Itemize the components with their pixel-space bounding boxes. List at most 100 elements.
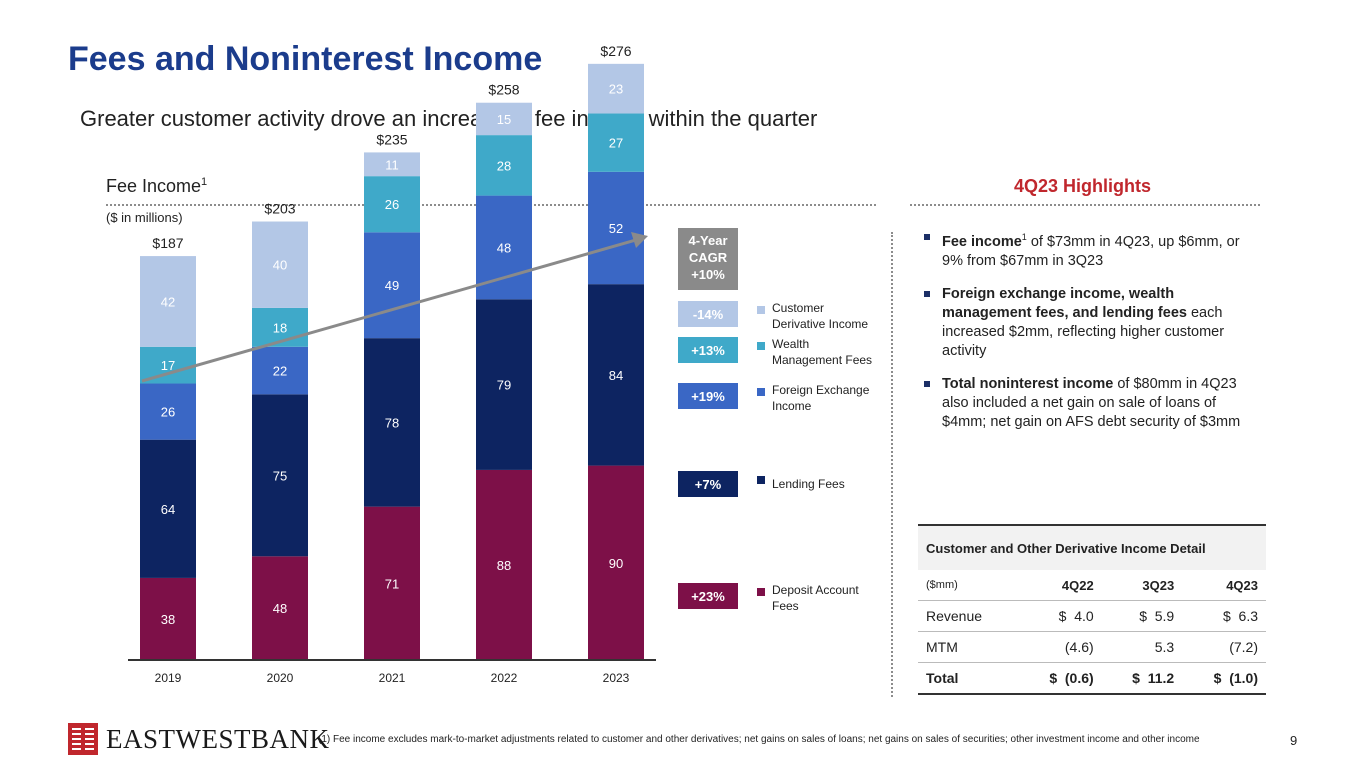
cagr-pill	[678, 383, 738, 409]
data-label: 28	[497, 158, 511, 173]
bar-lending-fees-2022	[476, 299, 532, 470]
data-label: 26	[161, 405, 175, 420]
bar-foreign-exchange-income-2020	[252, 346, 308, 395]
legend-swatch	[757, 588, 765, 596]
cagr-header-text: +10%	[691, 267, 725, 282]
bar-wealth-management-fees-2021	[364, 176, 420, 233]
data-label: 40	[273, 258, 287, 273]
bar-wealth-management-fees-2022	[476, 135, 532, 196]
legend-label: Deposit Account Fees	[772, 583, 859, 613]
data-label: 64	[161, 502, 175, 517]
data-label: 48	[273, 601, 287, 616]
cell-value: (4.6)	[1017, 631, 1102, 663]
cell-value: $ 6.3	[1182, 600, 1266, 632]
data-label: 84	[609, 368, 623, 383]
cagr-header-text: CAGR	[689, 250, 728, 265]
logo-wordmark: EASTWESTBANK	[106, 724, 330, 754]
table-row-total: Total $ (0.6) $ 11.2 $ (1.0)	[918, 662, 1266, 695]
table-title-row: Customer and Other Derivative Income Det…	[918, 524, 1266, 570]
data-label: 26	[385, 197, 399, 212]
row-label: MTM	[918, 631, 1018, 663]
trend-arrow-head-icon	[631, 232, 648, 248]
cagr-pill	[678, 583, 738, 609]
derivative-income-table: Customer and Other Derivative Income Det…	[918, 524, 1266, 695]
cagr-value: +13%	[691, 343, 725, 358]
footnote-marker: 1	[201, 176, 208, 188]
legend-swatch	[757, 306, 765, 314]
highlight-text: of $80mm in 4Q23 also included a net gai…	[942, 375, 1241, 430]
highlight-bold-text: Fee income	[942, 233, 1022, 250]
vertical-divider	[891, 232, 893, 697]
bar-deposit-account-fees-2022	[476, 469, 532, 660]
cell-value: $ 4.0	[1017, 600, 1102, 632]
data-label: 18	[273, 320, 287, 335]
table-header-row: ($mm) 4Q22 3Q23 4Q23	[918, 570, 1266, 601]
bar-customer-derivative-income-2022	[476, 102, 532, 136]
highlight-bold-text: Foreign exchange income, wealth manageme…	[942, 285, 1187, 321]
legend-label: Customer Derivative Income	[772, 301, 868, 331]
cell-value: $ 5.9	[1101, 600, 1183, 632]
bar-deposit-account-fees-2021	[364, 506, 420, 660]
table-row-revenue: Revenue $ 4.0 $ 5.9 $ 6.3	[918, 600, 1266, 632]
legend-label: Foreign Exchange Income	[772, 383, 870, 413]
data-label: 49	[385, 278, 399, 293]
data-label: 11	[385, 157, 399, 172]
highlight-bullet: Foreign exchange income, wealth manageme…	[922, 285, 1262, 361]
data-label: 88	[497, 558, 511, 573]
cagr-pill	[678, 301, 738, 327]
fee-income-heading-text: Fee Income	[106, 176, 202, 196]
fee-income-chart: 38 64 26 17 42 $187 2019 48 75 22 18 40 $203 2020 71 78…	[128, 43, 872, 685]
east-west-bank-logo-icon	[68, 723, 98, 755]
cagr-pill	[678, 471, 738, 497]
cell-value: $ (0.6)	[1017, 662, 1102, 695]
column-header-3q23: 3Q23	[1101, 570, 1183, 601]
cagr-header-text: 4-Year	[688, 233, 727, 248]
highlights-list: Fee income1 of $73mm in 4Q23, up $6mm, o…	[922, 228, 1262, 446]
highlight-text: of $73mm in 4Q23, up $6mm, or 9% from $6…	[942, 233, 1240, 269]
data-label: 78	[385, 415, 399, 430]
cagr-value: +23%	[691, 589, 725, 604]
page-subtitle: Greater customer activity drove an incre…	[80, 106, 818, 131]
data-label: 48	[497, 240, 511, 255]
data-label: 71	[385, 576, 399, 591]
highlights-title: 4Q23 Highlights	[1014, 176, 1152, 196]
highlight-bullet: Total noninterest income of $80mm in 4Q2…	[922, 375, 1262, 432]
column-header-4q23: 4Q23	[1182, 570, 1266, 601]
legend-label: Lending Fees	[772, 477, 845, 491]
data-label: 75	[273, 468, 287, 483]
highlights-divider	[910, 204, 1260, 206]
legend-swatch	[757, 388, 765, 396]
trend-arrow-line	[141, 238, 637, 383]
x-tick-label: 2021	[379, 671, 406, 685]
bar-lending-fees-2020	[252, 394, 308, 557]
table-unit: ($mm)	[918, 570, 1018, 601]
highlight-bullet: Fee income1 of $73mm in 4Q23, up $6mm, o…	[922, 228, 1262, 271]
highlight-text: each increased $2mm, reflecting higher c…	[942, 304, 1225, 359]
cagr-value: +7%	[695, 477, 722, 492]
total-label: $258	[488, 82, 519, 98]
legend-label: Wealth Management Fees	[772, 337, 872, 367]
fee-income-heading: Fee Income1	[106, 176, 207, 197]
table-row-mtm: MTM (4.6) 5.3 (7.2)	[918, 631, 1266, 663]
total-label: $276	[600, 43, 631, 59]
data-label: 38	[161, 612, 175, 627]
data-label: 17	[161, 358, 175, 373]
column-header-4q22: 4Q22	[1017, 570, 1102, 601]
bar-customer-derivative-income-2020	[252, 221, 308, 308]
bar-foreign-exchange-income-2021	[364, 232, 420, 339]
total-label: $235	[376, 131, 407, 147]
bar-wealth-management-fees-2023	[588, 113, 644, 172]
data-label: 15	[497, 112, 511, 127]
cell-value: $ (1.0)	[1182, 662, 1266, 695]
cagr-header-box	[678, 228, 738, 290]
bar-deposit-account-fees-2020	[252, 556, 308, 660]
cell-value: $ 11.2	[1101, 662, 1183, 695]
bar-customer-derivative-income-2019	[140, 256, 196, 347]
total-label: $203	[264, 201, 295, 217]
x-tick-label: 2019	[155, 671, 182, 685]
x-tick-label: 2022	[491, 671, 518, 685]
x-tick-label: 2020	[267, 671, 294, 685]
cell-value: (7.2)	[1182, 631, 1266, 663]
data-label: 90	[609, 556, 623, 571]
x-tick-label: 2023	[603, 671, 630, 685]
